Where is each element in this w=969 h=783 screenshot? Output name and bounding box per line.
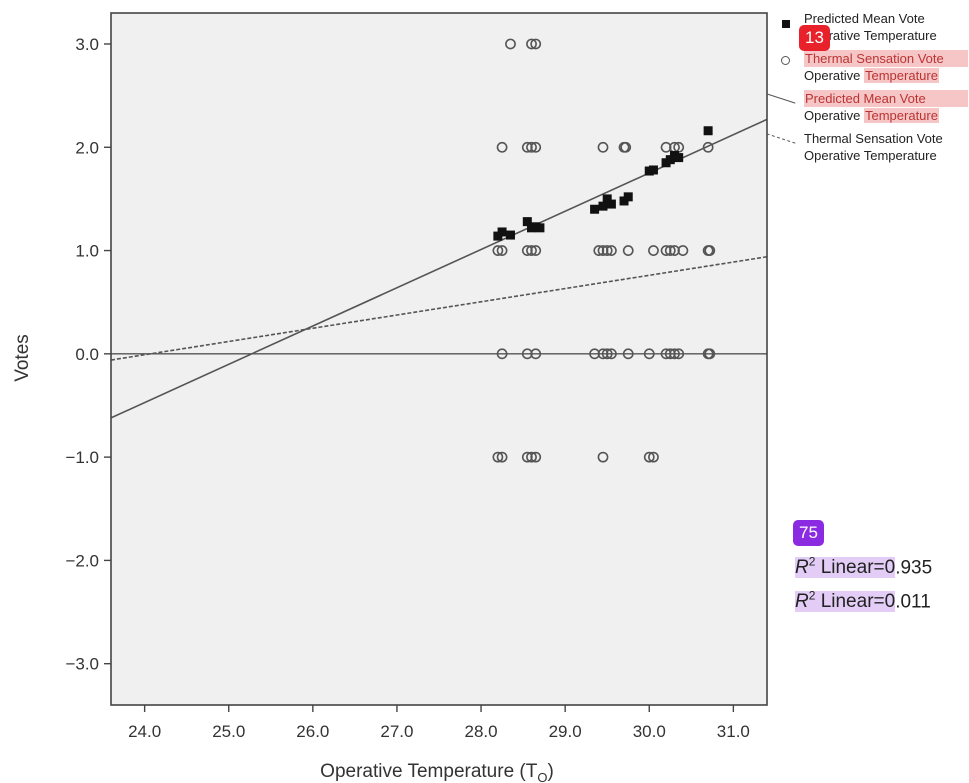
tsv-point [530,141,542,153]
tsv-fit-line [111,255,767,361]
x-tick-label: 29.0 [549,722,582,741]
y-tick-label: 1.0 [75,242,99,261]
r2-tsv-label: R2 Linear=0.011 [795,589,931,613]
tsv-point [622,245,634,256]
x-tick-label: 28.0 [465,722,498,741]
x-tick-label: 31.0 [717,722,750,741]
tsv-point [492,245,504,256]
pmv-point [648,165,658,175]
tsv-point [530,348,542,360]
y-tick-label: −3.0 [65,655,99,674]
tsv-point [606,348,617,360]
tsv-point [669,348,680,360]
filled-square-icon [782,20,790,28]
tsv-point [704,348,716,360]
tsv-point [526,245,537,256]
tsv-point [530,245,542,256]
tsv-point [673,348,685,360]
tsv-point [496,245,508,256]
tsv-point [526,141,537,153]
legend-sublabel: Operative Temperature [804,68,939,83]
pmv-point [522,217,532,227]
tsv-point [496,451,508,463]
tsv-point [648,451,659,463]
pmv-point [505,230,515,240]
tsv-point [643,451,655,463]
legend-label: Thermal Sensation Vote [804,131,943,146]
x-tick-label: 27.0 [380,722,413,741]
pmv-point [497,227,507,237]
tsv-point [601,348,613,360]
r2-pmv-label: R2 Linear=0.935 [795,555,933,579]
y-axis-title: Votes [12,334,33,382]
tsv-point [496,348,508,360]
legend-label: Thermal Sensation Vote [804,50,968,67]
pmv-point [703,126,713,136]
y-tick-label: 2.0 [75,138,99,157]
legend-label: Predicted Mean Vote [804,90,968,107]
legend-item-tsv-points: Thermal Sensation Vote Operative Tempera… [778,50,968,84]
y-tick-label: −2.0 [65,551,99,570]
pmv-point [598,201,608,211]
tsv-point [597,451,609,463]
plot-frame [110,12,768,706]
y-tick-label: −1.0 [65,448,99,467]
plot-area [111,13,767,705]
tsv-point [704,245,716,256]
annotation-badge-13[interactable]: 13 [799,25,830,51]
x-tick-label: 26.0 [296,722,329,741]
x-tick-label: 30.0 [633,722,666,741]
tsv-point [677,245,689,256]
x-tick-label: 24.0 [128,722,161,741]
tsv-point [702,141,714,153]
legend-sublabel: Operative Temperature [804,108,939,123]
tsv-point [601,245,613,256]
tsv-point [597,141,609,153]
x-tick-label: 25.0 [212,722,245,741]
legend-label: Predicted Mean Vote [804,11,925,26]
tsv-point [492,451,504,463]
tsv-point [622,348,634,360]
tsv-point [526,38,537,50]
tsv-point [664,245,676,256]
annotation-badge-75[interactable]: 75 [793,520,824,546]
tsv-point [530,38,542,50]
pmv-point [674,153,684,163]
pmv-point [535,223,545,233]
tsv-point [496,141,508,153]
tsv-point [606,245,617,256]
pmv-point [590,204,600,214]
legend-item-pmv-fit: Predicted Mean Vote Operative Temperatur… [766,90,968,124]
pmv-point [606,199,616,209]
x-axis-title: Operative Temperature (TO) [320,761,554,783]
tsv-point [505,38,516,50]
open-circle-icon [781,56,790,65]
tsv-point [526,451,537,463]
tsv-point [648,245,659,256]
pmv-point [602,194,612,204]
plot-content [111,38,767,463]
tsv-point [530,451,542,463]
pmv-point [623,192,633,202]
tsv-point [643,348,655,360]
legend: Predicted Mean Vote Operative Temperatur… [766,10,968,170]
legend-sublabel: Operative Temperature [804,148,937,163]
legend-item-tsv-fit: Thermal Sensation Vote Operative Tempera… [766,130,968,164]
y-tick-label: 0.0 [75,345,99,364]
tsv-point [620,141,632,153]
y-tick-label: 3.0 [75,35,99,54]
